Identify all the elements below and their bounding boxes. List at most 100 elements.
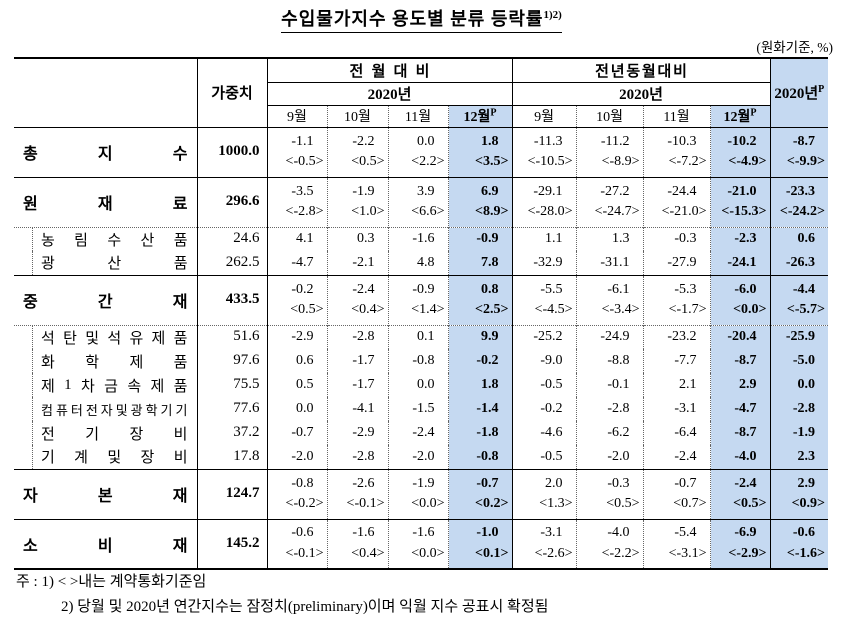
contract-currency-value: <0.4> [351, 302, 385, 317]
yoy-dec-cell: -8.7 [709, 421, 771, 445]
weight-cell: 433.5 [196, 274, 267, 325]
mom-month-header-nov: 11월 [387, 105, 448, 128]
mom-sep-cell: 0.6 [266, 349, 327, 373]
yoy-oct-cell: -8.8 [575, 349, 644, 373]
yoy-month-header-dec: 12월P [709, 105, 771, 128]
annual-cell: 0.0 [769, 373, 829, 397]
table-row: 자 본 재 124.7 -0.8 <-0.2> -2.6 <-0.1> -1.9 <0.0> -0.… [14, 468, 829, 519]
mom-nov-cell: -0.8 [387, 349, 448, 373]
contract-currency-value: <0.5> [733, 496, 767, 511]
yoy-nov-cell: -24.4 <-21.0> [642, 176, 711, 227]
contract-currency-value: <-0.1> [346, 496, 385, 511]
weight-cell: 17.8 [196, 445, 267, 469]
value: -27.9 [667, 254, 697, 270]
contract-currency-value: <-10.5> [527, 154, 573, 169]
value: -25.9 [785, 329, 816, 345]
mom-oct-cell: -2.2 <0.5> [326, 127, 388, 177]
value: -4.1 [352, 400, 375, 416]
yoy-oct-cell: -4.0 <-2.2> [575, 518, 644, 569]
mom-dec-cell: -0.7 <0.2> [447, 468, 513, 519]
value: -1.6 [412, 231, 435, 247]
table-row: 광 산 품 262.5 -4.7 -2.1 4.8 7.8 -32.9 -31.1 -27.9 -24… [14, 251, 829, 275]
value: -4.6 [540, 424, 563, 440]
value: -0.6 [291, 525, 314, 541]
value: 37.2 [233, 424, 260, 441]
yoy-dec-cell: -2.4 <0.5> [709, 468, 771, 519]
yoy-nov-cell: -10.3 <-7.2> [642, 127, 711, 177]
category-header-empty [14, 58, 197, 128]
value: -24.4 [667, 183, 697, 199]
value: -2.9 [352, 424, 375, 440]
value: 97.6 [233, 352, 260, 369]
table-row: 전 기 장 비 37.2 -0.7 -2.9 -2.4 -1.8 -4.6 -6.2 -6.4 -8.7… [14, 421, 829, 445]
sub-indent-rule [32, 251, 33, 275]
yoy-sep-cell: 2.0 <1.3> [511, 468, 577, 519]
header-row-1: 가중치 전월대비 전년동월대비 2020년P [14, 58, 829, 128]
mom-sep-cell: -0.2 <0.5> [266, 274, 327, 325]
mom-dec-cell: -1.4 [447, 397, 513, 421]
contract-currency-value: <-24.2> [779, 204, 826, 219]
annual-cell: -0.6 <-1.6> [769, 518, 829, 569]
value: -2.2 [352, 133, 375, 149]
mom-dec-cell: 1.8 <3.5> [447, 127, 513, 177]
yoy-dec-cell: -20.4 [709, 324, 771, 349]
yoy-nov-cell: -7.7 [642, 349, 711, 373]
annual-cell: 2.3 [769, 445, 829, 469]
value: -4.7 [291, 254, 314, 270]
value: -2.1 [352, 254, 375, 270]
value: -0.2 [540, 400, 563, 416]
table-body: 총 지 수 1000.0 -1.1 <-0.5> -2.2 <0.5> 0.0 <2.2> 1.8 <… [14, 127, 829, 569]
annual-prelim-sup: P [818, 84, 825, 96]
value: -11.2 [600, 133, 630, 149]
page-title-text: 수입물가지수 용도별 분류 등락률 [281, 9, 544, 29]
mom-sep-cell: 4.1 [266, 226, 327, 251]
mom-oct-cell: -1.7 [326, 349, 388, 373]
weight-cell: 75.5 [196, 373, 267, 397]
value: -0.5 [540, 448, 563, 464]
value: 2.9 [739, 376, 757, 392]
value: 124.7 [225, 485, 260, 502]
mom-year-header: 2020년 [266, 82, 513, 106]
weight-cell: 51.6 [196, 324, 267, 349]
value: 17.8 [233, 447, 260, 464]
value: -5.3 [674, 281, 697, 297]
yoy-dec-cell: -24.1 [709, 251, 771, 275]
annual-header-text: 2020년 [774, 86, 819, 103]
mom-oct-cell: -2.8 [326, 445, 388, 469]
mom-sep-cell: -4.7 [266, 251, 327, 275]
mom-oct-cell: -1.9 <1.0> [326, 176, 388, 227]
mom-nov-cell: 4.8 [387, 251, 448, 275]
contract-currency-value: <-0.1> [285, 545, 324, 561]
value: 6.9 [481, 183, 499, 199]
mom-nov-cell: 3.9 <6.6> [387, 176, 448, 227]
mom-dec-cell: -0.8 [447, 445, 513, 469]
yoy-dec-cell: -6.0 <0.0> [709, 274, 771, 325]
contract-currency-value: <0.5> [606, 496, 640, 511]
value: -2.9 [291, 329, 314, 345]
yoy-sep-cell: -9.0 [511, 349, 577, 373]
contract-currency-value: <8.9> [475, 204, 509, 219]
contract-currency-value: <0.0> [733, 302, 767, 317]
contract-currency-value: <-24.7> [594, 204, 640, 219]
value: -0.2 [291, 281, 314, 297]
yoy-sep-cell: -32.9 [511, 251, 577, 275]
value: -8.7 [734, 352, 757, 368]
value: -8.8 [607, 352, 630, 368]
value: 24.6 [233, 230, 260, 247]
annual-cell: -4.4 <-5.7> [769, 274, 829, 325]
value: -1.0 [476, 525, 499, 541]
yoy-sep-cell: -3.1 <-2.6> [511, 518, 577, 569]
value: -20.4 [727, 329, 757, 345]
page-title: 수입물가지수 용도별 분류 등락률1)2) [281, 5, 562, 33]
